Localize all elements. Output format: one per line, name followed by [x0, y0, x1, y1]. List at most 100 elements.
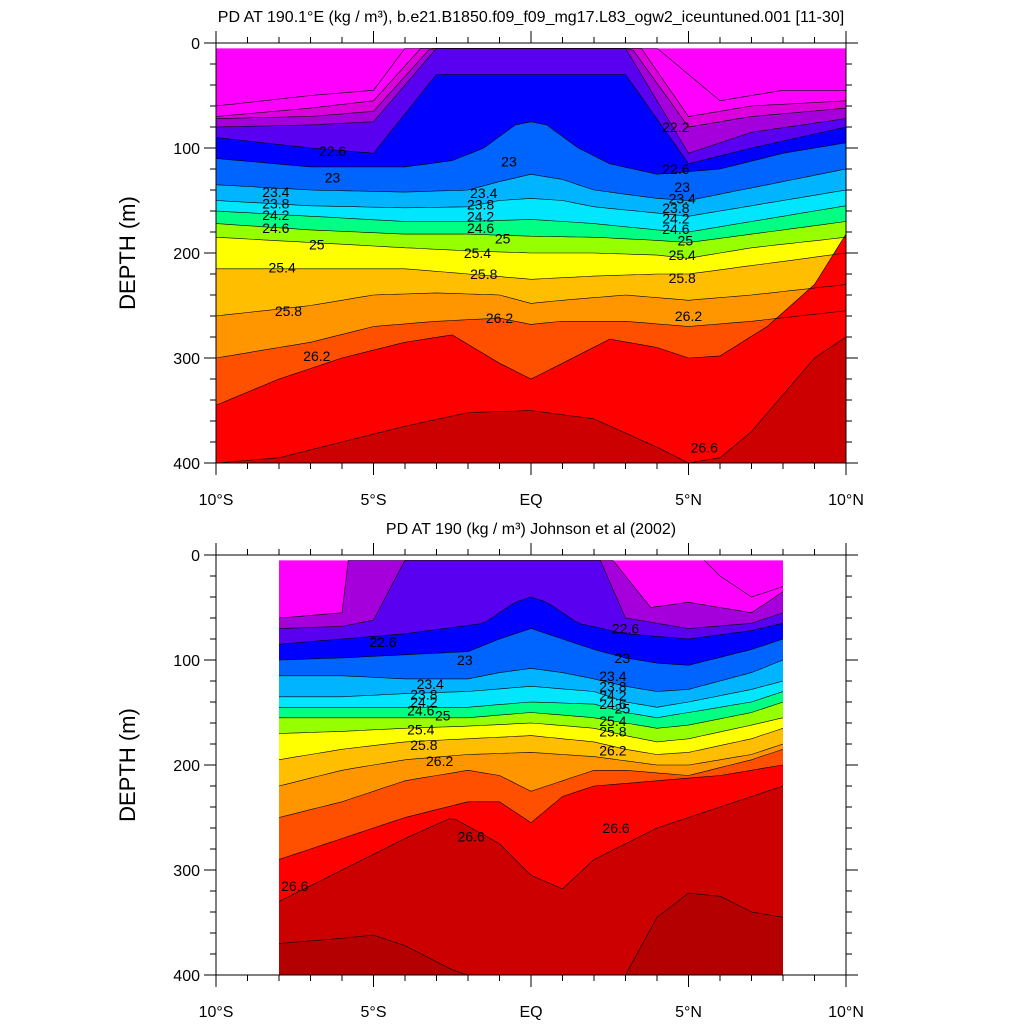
svg-text:26.6: 26.6: [691, 439, 718, 455]
svg-text:25.8: 25.8: [410, 737, 437, 753]
contour-label: 24.6: [262, 220, 289, 236]
contour-line-23-5: [216, 121, 846, 175]
contour-label: 23.8: [662, 200, 689, 216]
panel-1: 0 100 200 300 400 10°S 5°S EQ 5°N 10°N DEPTH (m) PD…: [115, 9, 864, 509]
y-tick-label: 0: [191, 36, 200, 53]
contour-label: 23.4: [669, 190, 696, 206]
svg-text:23: 23: [457, 652, 473, 668]
x-tick-label: EQ: [519, 1004, 542, 1021]
contour-label: 25.8: [410, 737, 437, 753]
y-axis-label: DEPTH (m): [115, 196, 140, 310]
svg-text:26.6: 26.6: [602, 820, 629, 836]
contour-fills: [279, 560, 783, 975]
svg-text:25: 25: [309, 237, 325, 253]
svg-text:22.2: 22.2: [662, 119, 689, 135]
svg-text:25.4: 25.4: [269, 260, 296, 276]
contour-band-26-6-15: [216, 410, 689, 463]
svg-text:25.4: 25.4: [599, 713, 626, 729]
contour-label: 23.8: [467, 197, 494, 213]
contour-line-26-4-13: [279, 764, 783, 860]
svg-text:23.8: 23.8: [262, 196, 289, 212]
svg-text:25: 25: [615, 700, 631, 716]
svg-text:23: 23: [615, 650, 631, 666]
contour-line-24-2-7: [279, 691, 783, 719]
contour-label: 23.8: [599, 678, 626, 694]
svg-text:25.8: 25.8: [669, 270, 696, 286]
contour-line-22-2-2: [279, 560, 783, 629]
contour-line-26-6-16: [688, 336, 846, 463]
contour-label: 22.6: [662, 161, 689, 177]
svg-text:22.6: 22.6: [369, 634, 396, 650]
contour-label: 23: [501, 154, 517, 170]
contour-band-26-8-16: [625, 893, 783, 975]
contour-label: 26.2: [675, 308, 702, 324]
svg-text:26.2: 26.2: [599, 742, 626, 758]
contour-line-23-4-5: [279, 659, 783, 692]
contour-label: 26.6: [691, 439, 718, 455]
contour-label: 22.2: [662, 119, 689, 135]
svg-text:24.6: 24.6: [599, 696, 626, 712]
panel-2: 0 100 200 300 400 10°S 5°S EQ 5°N 10°N DEPTH (m) PD…: [115, 521, 864, 1021]
contour-label: 25.8: [470, 266, 497, 282]
contour-label: 26.2: [599, 742, 626, 758]
svg-text:26.2: 26.2: [675, 308, 702, 324]
svg-text:24.2: 24.2: [262, 207, 289, 223]
svg-text:26.6: 26.6: [458, 828, 485, 844]
contour-line-26-6-14: [279, 785, 783, 902]
svg-text:23.4: 23.4: [262, 184, 289, 200]
contour-lines: [279, 560, 783, 975]
contour-label: 23.4: [417, 676, 444, 692]
contour-line-22-2-3: [216, 48, 846, 154]
svg-text:24.6: 24.6: [662, 221, 689, 237]
svg-text:24.6: 24.6: [262, 220, 289, 236]
contour-label: 24.2: [662, 210, 689, 226]
svg-text:23.8: 23.8: [410, 687, 437, 703]
contour-line-25-10: [216, 237, 846, 259]
x-tick-label: 5°S: [361, 1004, 387, 1021]
svg-text:24.2: 24.2: [662, 210, 689, 226]
contour-label: 22.6: [369, 634, 396, 650]
contour-label: 23.8: [410, 687, 437, 703]
svg-text:23.4: 23.4: [669, 190, 696, 206]
svg-text:23: 23: [325, 169, 341, 185]
chart-title: PD AT 190.1°E (kg / m³), b.e21.B1850.f09…: [218, 9, 844, 26]
svg-text:26.2: 26.2: [426, 753, 453, 769]
contour-label: 26.6: [281, 878, 308, 894]
contour-label: 25: [435, 708, 451, 724]
svg-text:22.6: 22.6: [662, 161, 689, 177]
svg-text:22.6: 22.6: [319, 143, 346, 159]
contour-line-26-6-15: [216, 410, 689, 463]
svg-text:26.2: 26.2: [486, 310, 513, 326]
contour-line-24-2-8: [216, 205, 846, 233]
svg-text:25.8: 25.8: [470, 266, 497, 282]
svg-text:25: 25: [678, 232, 694, 248]
svg-text:25.4: 25.4: [407, 721, 434, 737]
contour-line-23-8-6: [279, 680, 783, 708]
contour-label: 24.2: [410, 694, 437, 710]
svg-text:22.6: 22.6: [612, 621, 639, 637]
y-axis-label: DEPTH (m): [115, 708, 140, 822]
contour-label: 25.4: [599, 713, 626, 729]
contour-band-26-8-15: [279, 935, 468, 975]
svg-text:24.6: 24.6: [407, 702, 434, 718]
contour-label: 26.6: [602, 820, 629, 836]
svg-text:26.6: 26.6: [281, 878, 308, 894]
contour-label: 25.4: [407, 721, 434, 737]
contour-label: 25.8: [275, 303, 302, 319]
contour-band-26-6-16: [688, 337, 846, 463]
contour-label: 24.2: [467, 208, 494, 224]
contour-label: 23.4: [262, 184, 289, 200]
contour-label: 23: [615, 650, 631, 666]
contour-line-26-2-13: [216, 310, 846, 359]
contour-line-22-6-3: [279, 596, 783, 645]
x-tick-label: 10°S: [199, 1004, 234, 1021]
contour-label: 23: [674, 179, 690, 195]
x-tick-label: 5°S: [361, 492, 387, 509]
contour-line-26-8-15: [279, 934, 469, 975]
contour-label: 23: [457, 652, 473, 668]
contour-lines: [216, 48, 846, 463]
svg-text:24.2: 24.2: [410, 694, 437, 710]
y-tick-label: 0: [191, 548, 200, 565]
svg-text:25: 25: [435, 708, 451, 724]
contour-label: 23.4: [599, 668, 626, 684]
